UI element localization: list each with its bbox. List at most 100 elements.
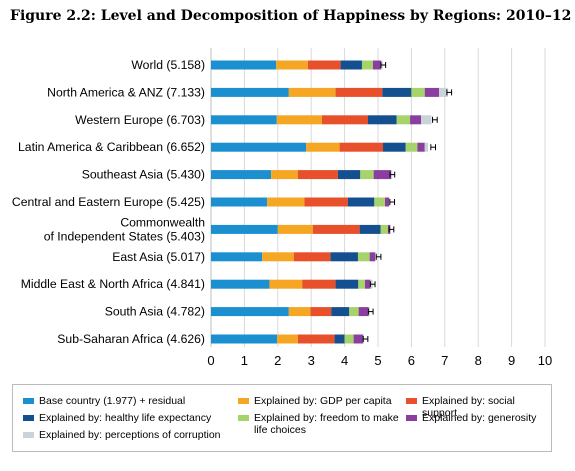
category-label: North America & ANZ (7.133): [47, 85, 205, 99]
bar-segment: [357, 252, 370, 262]
category-label: Commonwealth of Independent States (5.403…: [44, 215, 205, 243]
bar-segment: [360, 170, 374, 180]
bar-segment: [304, 197, 348, 207]
legend-label: Base country (1.977) + residual: [39, 395, 186, 407]
bar-segment: [389, 197, 390, 207]
chart-legend: Base country (1.977) + residual Explained…: [12, 384, 552, 452]
legend-swatch: [406, 415, 417, 421]
bar-segment: [396, 115, 411, 125]
bar-segment: [302, 279, 336, 289]
legend-label: Explained by: social support: [422, 395, 515, 419]
legend-label: Explained by: perceptions of corruption: [39, 429, 221, 441]
bar-segment: [385, 197, 390, 207]
bar-segment: [358, 279, 365, 289]
bar-segment: [211, 252, 263, 262]
category-label: Sub-Saharan Africa (4.626): [57, 332, 205, 346]
bar-segment: [424, 87, 440, 97]
x-tick-label: 10: [538, 353, 552, 368]
x-tick-label: 3: [308, 353, 315, 368]
bar-segment: [211, 170, 272, 180]
legend-swatch: [406, 398, 417, 404]
bar-segment: [276, 115, 322, 125]
legend-item: Explained by: social support: [406, 395, 551, 419]
bar-segment: [312, 224, 360, 234]
category-label: Latin America & Caribbean (6.652): [18, 140, 205, 154]
bar-segment: [380, 224, 389, 234]
bar-segment: [269, 279, 303, 289]
bar-segment: [211, 115, 277, 125]
bar-segment: [369, 252, 375, 262]
bar-segment: [361, 60, 373, 70]
legend-item: Explained by: perceptions of corruption: [23, 429, 221, 441]
bar-segment: [276, 60, 308, 70]
x-tick-label: 0: [207, 353, 214, 368]
legend-item: Explained by: healthy life expectancy: [23, 412, 211, 424]
bar-segment: [339, 142, 384, 152]
category-label: East Asia (5.017): [112, 250, 205, 264]
legend-label-line: Explained by: freedom to make: [254, 412, 399, 424]
page-title: Figure 2.2: Level and Decomposition of H…: [10, 8, 572, 24]
legend-swatch: [23, 415, 34, 421]
bar-segment: [439, 87, 448, 97]
bar-segment: [211, 334, 278, 344]
bar-segment: [405, 142, 418, 152]
bar-segment: [337, 170, 361, 180]
category-label: South Asia (4.782): [105, 305, 205, 319]
bar-segment: [417, 142, 425, 152]
bar-segment: [353, 334, 363, 344]
x-tick-label: 2: [274, 353, 281, 368]
stacked-bar-chart: 0 1 2 3 4 5 6 7 8 9 10 World (5.158) North America &…: [12, 48, 552, 368]
x-tick-label: 6: [408, 353, 415, 368]
bar-segment: [330, 252, 358, 262]
legend-item: Base country (1.977) + residual: [23, 395, 185, 407]
bar-segment: [297, 334, 335, 344]
bar-segment: [359, 224, 381, 234]
legend-swatch: [23, 398, 34, 404]
legend-label: Explained by: GDP per capita: [254, 395, 392, 407]
bar-segment: [335, 279, 359, 289]
bar-segment: [335, 87, 383, 97]
bar-segment: [277, 224, 313, 234]
legend-label: Explained by: generosity: [422, 412, 537, 424]
bar-segment: [367, 115, 397, 125]
bar-segment: [340, 60, 362, 70]
bar-segment: [211, 307, 289, 317]
bar-segment: [358, 307, 369, 317]
bar-segment: [374, 252, 377, 262]
x-tick-label: 4: [341, 353, 348, 368]
legend-item: Explained by: freedom to make life choice…: [238, 412, 399, 436]
x-tick-label: 5: [374, 353, 381, 368]
bar-segment: [374, 197, 386, 207]
bar-segment: [331, 307, 350, 317]
bar-segment: [383, 142, 406, 152]
legend-item: Explained by: generosity: [406, 412, 536, 424]
bar-segment: [211, 197, 268, 207]
x-tick-label: 7: [441, 353, 448, 368]
bar-segment: [211, 279, 270, 289]
category-label: World (5.158): [131, 58, 205, 72]
bar-segment: [288, 307, 311, 317]
bar-segment: [307, 60, 341, 70]
bar-segment: [349, 307, 359, 317]
legend-label-line: life choices: [254, 424, 306, 436]
category-label: Southeast Asia (5.430): [82, 168, 205, 182]
bar-segment: [271, 170, 298, 180]
bar-segment: [424, 142, 429, 152]
bar-segment: [347, 197, 375, 207]
x-tick-label: 9: [508, 353, 515, 368]
bar-segment: [373, 170, 392, 180]
bar-segment: [267, 197, 305, 207]
x-tick-label: 8: [475, 353, 482, 368]
bar-segment: [310, 307, 332, 317]
bar-segment: [277, 334, 298, 344]
legend-swatch: [23, 432, 34, 438]
x-tick-label: 1: [241, 353, 248, 368]
category-label-line: Commonwealth: [120, 215, 205, 229]
bar-segment: [421, 115, 432, 125]
bar-segment: [262, 252, 294, 262]
bar-segment: [211, 87, 289, 97]
bar-segment: [372, 60, 382, 70]
legend-swatch: [238, 415, 249, 421]
legend-swatch: [238, 398, 249, 404]
bar-segment: [382, 87, 412, 97]
